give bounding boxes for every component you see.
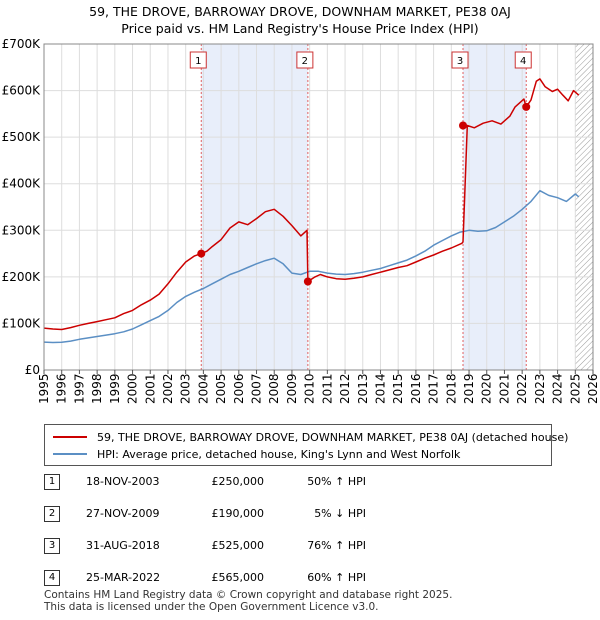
x-tick-label: 2010 xyxy=(303,373,317,404)
ownership-shade xyxy=(463,44,527,370)
y-tick-label: £100K xyxy=(2,316,42,330)
sale-number-box xyxy=(189,51,207,69)
forecast-hatch xyxy=(575,44,593,370)
x-tick-label: 2023 xyxy=(533,373,547,404)
x-tick-label: 2005 xyxy=(214,373,228,404)
sale-price: £525,000 xyxy=(211,539,265,552)
x-tick-label: 1996 xyxy=(55,373,69,404)
x-tick-label: 2000 xyxy=(126,373,140,404)
sale-number-label: 3 xyxy=(457,56,463,67)
x-tick-label: 2014 xyxy=(373,373,387,404)
sale-row: 2 27-NOV-2009 £190,000 5% ↓ HPI xyxy=(44,506,564,522)
sale-date: 25-MAR-2022 xyxy=(86,571,161,584)
y-tick-label: £700K xyxy=(2,37,42,51)
sale-date: 27-NOV-2009 xyxy=(86,507,160,520)
x-tick-label: 2021 xyxy=(497,373,511,404)
legend-label-hpi: HPI: Average price, detached house, King… xyxy=(97,447,461,461)
footer-line-licence: This data is licensed under the Open Gov… xyxy=(44,601,379,613)
sale-number-badge: 2 xyxy=(44,506,60,522)
sale-point xyxy=(522,102,531,111)
x-tick-label: 2004 xyxy=(196,373,210,404)
sale-row: 3 31-AUG-2018 £525,000 76% ↑ HPI xyxy=(44,538,564,554)
property-series-line xyxy=(43,78,580,331)
x-tick-label: 2026 xyxy=(586,373,600,404)
x-tick-label: 1995 xyxy=(37,373,51,404)
sale-number-box xyxy=(451,51,469,69)
price-chart: 1 2 3 4 £0 £100K £200K £300K £400K £500K £600K £70… xyxy=(2,37,600,404)
sale-date: 18-NOV-2003 xyxy=(86,475,160,488)
chart-title: 59, THE DROVE, BARROWAY DROVE, DOWNHAM M… xyxy=(89,4,511,19)
y-tick-label: £200K xyxy=(2,270,42,284)
x-tick-label: 1998 xyxy=(90,373,104,404)
x-tick-label: 2022 xyxy=(515,373,529,404)
sale-number-badge: 1 xyxy=(44,474,60,490)
sale-hpi-change: 76% ↑ HPI xyxy=(307,539,366,552)
sale-number-label: 4 xyxy=(520,56,526,67)
sale-point xyxy=(459,121,468,130)
sale-price: £565,000 xyxy=(211,571,265,584)
x-tick-label: 2019 xyxy=(462,373,476,404)
x-tick-label: 2012 xyxy=(338,373,352,404)
x-tick-label: 2013 xyxy=(356,373,370,404)
sale-row: 4 25-MAR-2022 £565,000 60% ↑ HPI xyxy=(44,570,564,586)
x-tick-label: 2016 xyxy=(409,373,423,404)
y-tick-label: £500K xyxy=(2,130,42,144)
legend-label-property: 59, THE DROVE, BARROWAY DROVE, DOWNHAM M… xyxy=(97,430,569,444)
sale-number-badge: 4 xyxy=(44,570,60,586)
x-tick-label: 2024 xyxy=(551,373,565,404)
x-tick-label: 2011 xyxy=(320,373,334,404)
sale-price: £250,000 xyxy=(211,475,265,488)
sale-number-label: 1 xyxy=(195,56,201,67)
sale-number-box xyxy=(514,51,532,69)
y-tick-label: £600K xyxy=(2,84,42,98)
legend-item-property: 59, THE DROVE, BARROWAY DROVE, DOWNHAM M… xyxy=(53,429,568,445)
x-tick-label: 2006 xyxy=(232,373,246,404)
sale-row: 1 18-NOV-2003 £250,000 50% ↑ HPI xyxy=(44,474,564,490)
x-tick-label: 2009 xyxy=(285,373,299,404)
sale-number-badge: 3 xyxy=(44,538,60,554)
sale-number-label: 2 xyxy=(302,56,308,67)
sale-point xyxy=(303,277,312,286)
footer-line-copyright: Contains HM Land Registry data © Crown c… xyxy=(44,589,453,601)
x-tick-label: 2007 xyxy=(250,373,264,404)
chart-title-block: 59, THE DROVE, BARROWAY DROVE, DOWNHAM M… xyxy=(0,3,600,37)
x-tick-label: 2015 xyxy=(391,373,405,404)
legend-swatch-property xyxy=(53,436,87,438)
x-tick-label: 2018 xyxy=(444,373,458,404)
x-tick-label: 2003 xyxy=(179,373,193,404)
x-tick-label: 2025 xyxy=(568,373,582,404)
sale-price: £190,000 xyxy=(211,507,265,520)
sale-hpi-change: 5% ↓ HPI xyxy=(314,507,366,520)
sale-hpi-change: 50% ↑ HPI xyxy=(307,475,366,488)
sale-date: 31-AUG-2018 xyxy=(86,539,160,552)
x-tick-label: 2017 xyxy=(427,373,441,404)
chart-subtitle: Price paid vs. HM Land Registry's House … xyxy=(121,21,479,36)
chart-legend: 59, THE DROVE, BARROWAY DROVE, DOWNHAM M… xyxy=(44,424,568,466)
x-tick-label: 2001 xyxy=(143,373,157,404)
y-tick-label: £400K xyxy=(2,177,42,191)
sale-point xyxy=(197,249,206,258)
x-tick-label: 2020 xyxy=(480,373,494,404)
x-tick-label: 1999 xyxy=(108,373,122,404)
plot-frame xyxy=(43,43,594,371)
legend-swatch-hpi xyxy=(53,453,87,455)
sale-number-box xyxy=(296,51,314,69)
ownership-shade xyxy=(201,44,308,370)
y-tick-label: £0 xyxy=(25,363,40,377)
footer-attribution: Contains HM Land Registry data © Crown c… xyxy=(44,589,452,613)
legend-item-hpi: HPI: Average price, detached house, King… xyxy=(53,446,460,462)
hpi-series-line xyxy=(43,189,580,344)
y-tick-label: £300K xyxy=(2,223,42,237)
x-tick-label: 2002 xyxy=(161,373,175,404)
sale-hpi-change: 60% ↑ HPI xyxy=(307,571,366,584)
x-tick-label: 1997 xyxy=(72,373,86,404)
x-tick-label: 2008 xyxy=(267,373,281,404)
